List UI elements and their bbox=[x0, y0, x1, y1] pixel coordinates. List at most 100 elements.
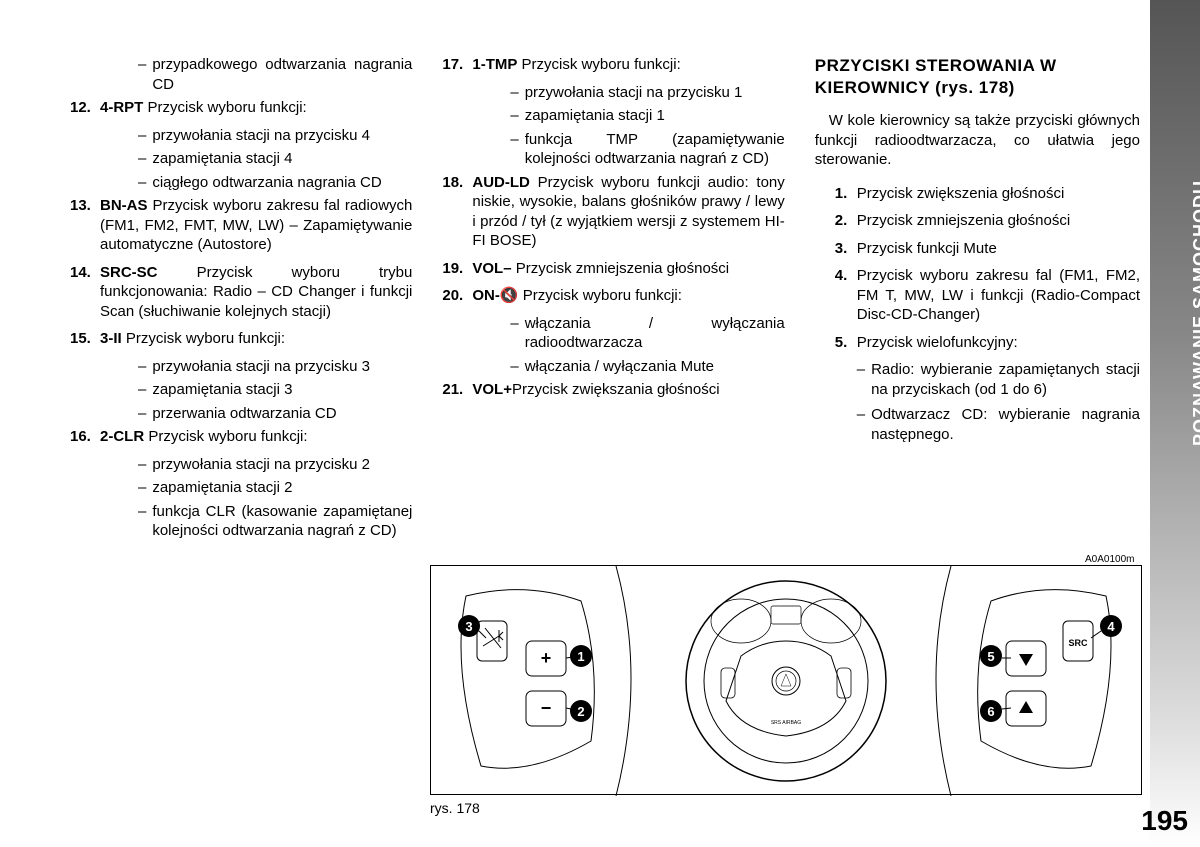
list-sub-item: –przywołania stacji na przycisku 3 bbox=[138, 357, 412, 377]
figure-178: SRS AIRBAG + − SRC 1 2 3 4 5 bbox=[430, 565, 1142, 795]
text: ciągłego odtwarzania nagrania CD bbox=[152, 173, 381, 193]
text: przywołania stacji na przycisku 2 bbox=[152, 455, 370, 475]
item-text: Przycisk funkcji Mute bbox=[857, 239, 997, 259]
item-number: 15. bbox=[70, 329, 100, 349]
item-number: 21. bbox=[442, 380, 472, 400]
callout-5: 5 bbox=[987, 649, 994, 664]
item-number: 2. bbox=[835, 211, 857, 231]
list-sub-item: –Radio: wybieranie zapamiętanych stacji … bbox=[857, 360, 1140, 399]
list-item-20: 20. ON-🔇 Przycisk wyboru funkcji: bbox=[442, 286, 784, 306]
item-text: Przycisk wyboru funkcji: bbox=[517, 56, 680, 73]
steering-item-4: 4.Przycisk wyboru zakresu fal (FM1, FM2,… bbox=[835, 266, 1140, 325]
text: Odtwarzacz CD: wybieranie nagrania nastę… bbox=[871, 405, 1140, 444]
text: przypadkowego odtwarzania nagrania CD bbox=[152, 55, 412, 94]
text: przywołania stacji na przycisku 4 bbox=[152, 126, 370, 146]
list-sub-item: –włączania / wyłączania Mute bbox=[510, 357, 784, 377]
list-item-14: 14. SRC-SC Przycisk wyboru trybu funkcjo… bbox=[70, 263, 412, 322]
item-number: 13. bbox=[70, 196, 100, 255]
item-text: Przycisk wyboru zakresu fal (FM1, FM2, F… bbox=[857, 266, 1140, 325]
item-text: Przycisk wyboru funkcji: bbox=[144, 428, 307, 445]
item-number: 1. bbox=[835, 184, 857, 204]
item-number: 4. bbox=[835, 266, 857, 325]
list-sub-item: –Odtwarzacz CD: wybieranie nagrania nast… bbox=[857, 405, 1140, 444]
item-text: Przycisk zmniejszenia głośności bbox=[857, 211, 1070, 231]
list-sub-item: –zapamiętania stacji 1 bbox=[510, 106, 784, 126]
list-sub-item: –przywołania stacji na przycisku 4 bbox=[138, 126, 412, 146]
text: zapamiętania stacji 1 bbox=[525, 106, 665, 126]
column-2: 17. 1-TMP Przycisk wyboru funkcji: –przy… bbox=[442, 55, 784, 545]
item-number: 12. bbox=[70, 98, 100, 118]
item-label: VOL+ bbox=[472, 381, 512, 398]
intro-text: W kole kierownicy są także przyciski głó… bbox=[815, 111, 1140, 170]
item-number: 5. bbox=[835, 333, 857, 353]
item-number: 3. bbox=[835, 239, 857, 259]
list-sub-item: –zapamiętania stacji 2 bbox=[138, 478, 412, 498]
list-item-21: 21. VOL+Przycisk zwiększania głośności bbox=[442, 380, 784, 400]
svg-text:SRS AIRBAG: SRS AIRBAG bbox=[771, 720, 801, 726]
list-item-15: 15. 3-II Przycisk wyboru funkcji: bbox=[70, 329, 412, 349]
list-item-17: 17. 1-TMP Przycisk wyboru funkcji: bbox=[442, 55, 784, 75]
list-sub-item: –włączania / wyłączania radioodtwarzacza bbox=[510, 314, 784, 353]
item-number: 17. bbox=[442, 55, 472, 75]
item-number: 16. bbox=[70, 427, 100, 447]
item-label: BN-AS bbox=[100, 197, 148, 214]
item-text: Przycisk wyboru funkcji: bbox=[519, 287, 682, 304]
list-sub-item: –przerwania odtwarzania CD bbox=[138, 404, 412, 424]
text: przerwania odtwarzania CD bbox=[152, 404, 336, 424]
text: Radio: wybieranie zapamiętanych stacji n… bbox=[871, 360, 1140, 399]
page-number: 195 bbox=[1141, 805, 1188, 837]
item-label: 3-II bbox=[100, 330, 122, 347]
page-content: –przypadkowego odtwarzania nagrania CD 1… bbox=[0, 0, 1200, 565]
section-heading: PRZYCISKI STEROWANIA W KIEROWNICY (rys. … bbox=[815, 55, 1140, 99]
list-item-13: 13. BN-AS Przycisk wyboru zakresu fal ra… bbox=[70, 196, 412, 255]
side-tab: POZNAWANIE SAMOCHODU bbox=[1150, 0, 1200, 847]
list-item-19: 19. VOL– Przycisk zmniejszenia głośności bbox=[442, 259, 784, 279]
item-text: Przycisk zwiększenia głośności bbox=[857, 184, 1065, 204]
list-sub-item: –przywołania stacji na przycisku 1 bbox=[510, 83, 784, 103]
item-label: AUD-LD bbox=[472, 174, 530, 191]
item-text: Przycisk wielofunkcyjny: bbox=[857, 333, 1018, 353]
column-1: –przypadkowego odtwarzania nagrania CD 1… bbox=[70, 55, 412, 545]
list-sub-item: –ciągłego odtwarzania nagrania CD bbox=[138, 173, 412, 193]
item-text: Przycisk zwiększania głośności bbox=[512, 381, 720, 398]
callout-3: 3 bbox=[465, 619, 472, 634]
list-item-16: 16. 2-CLR Przycisk wyboru funkcji: bbox=[70, 427, 412, 447]
item-number: 14. bbox=[70, 263, 100, 322]
steering-item-2: 2.Przycisk zmniejszenia głośności bbox=[835, 211, 1140, 231]
steering-item-3: 3.Przycisk funkcji Mute bbox=[835, 239, 1140, 259]
item-number: 18. bbox=[442, 173, 472, 251]
figure-code: A0A0100m bbox=[1085, 554, 1134, 565]
text: funkcja TMP (zapamiętywanie kolejności o… bbox=[525, 130, 785, 169]
figure-caption: rys. 178 bbox=[430, 800, 480, 816]
item-text: Przycisk zmniejszenia głośności bbox=[512, 260, 730, 277]
text: zapamiętania stacji 2 bbox=[152, 478, 292, 498]
side-tab-label: POZNAWANIE SAMOCHODU bbox=[1190, 180, 1200, 446]
item-number: 20. bbox=[442, 286, 472, 306]
text: włączania / wyłączania Mute bbox=[525, 357, 714, 377]
list-sub-item: –funkcja CLR (kasowanie zapamiętanej kol… bbox=[138, 502, 412, 541]
item-text: Przycisk wyboru zakresu fal radiowych (F… bbox=[100, 197, 412, 253]
steering-wheel-diagram: SRS AIRBAG + − SRC 1 2 3 4 5 bbox=[431, 566, 1143, 796]
steering-item-5: 5.Przycisk wielofunkcyjny: bbox=[835, 333, 1140, 353]
svg-text:+: + bbox=[541, 648, 552, 668]
column-3: PRZYCISKI STEROWANIA W KIEROWNICY (rys. … bbox=[815, 55, 1140, 545]
svg-text:−: − bbox=[541, 698, 552, 718]
item-label: 4-RPT bbox=[100, 99, 143, 116]
list-sub-item: –zapamiętania stacji 3 bbox=[138, 380, 412, 400]
item-label: 1-TMP bbox=[472, 56, 517, 73]
list-sub-item: –przywołania stacji na przycisku 2 bbox=[138, 455, 412, 475]
text: włączania / wyłączania radioodtwarzacza bbox=[525, 314, 785, 353]
item-text: Przycisk wyboru funkcji: bbox=[143, 99, 306, 116]
item-label: ON-🔇 bbox=[472, 287, 518, 304]
callout-4: 4 bbox=[1107, 619, 1115, 634]
text: przywołania stacji na przycisku 3 bbox=[152, 357, 370, 377]
text: przywołania stacji na przycisku 1 bbox=[525, 83, 743, 103]
list-sub-item: –przypadkowego odtwarzania nagrania CD bbox=[138, 55, 412, 94]
callout-2: 2 bbox=[577, 704, 584, 719]
item-label: VOL– bbox=[472, 260, 511, 277]
item-text: Przycisk wyboru funkcji: bbox=[122, 330, 285, 347]
item-number: 19. bbox=[442, 259, 472, 279]
svg-text:SRC: SRC bbox=[1068, 638, 1088, 648]
item-label: SRC-SC bbox=[100, 264, 158, 281]
list-sub-item: –funkcja TMP (zapamiętywanie kolejności … bbox=[510, 130, 784, 169]
